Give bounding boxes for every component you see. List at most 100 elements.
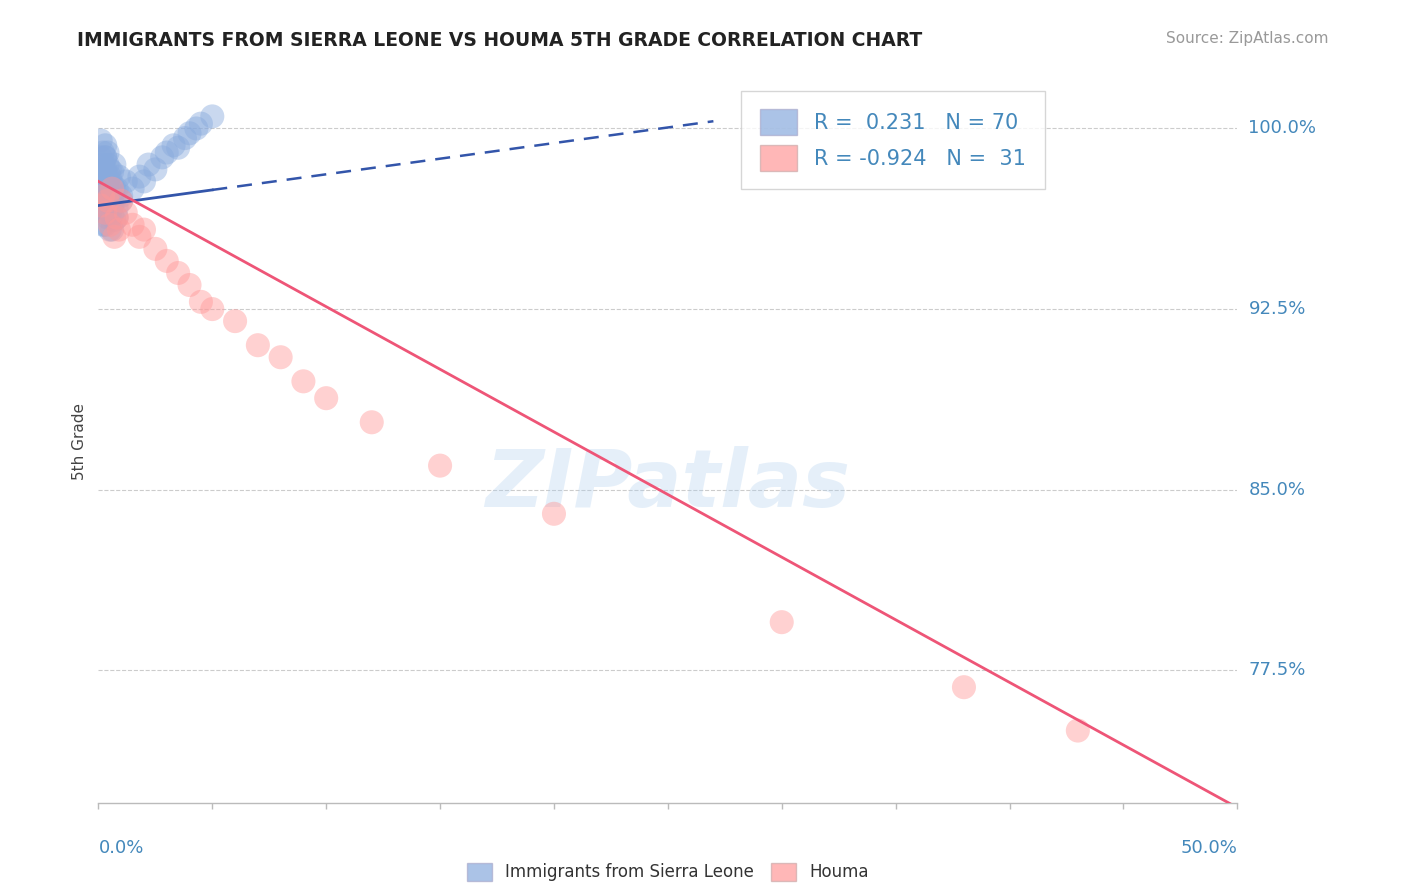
Point [174, 131, 197, 145]
Point [110, 194, 132, 208]
Text: 92.5%: 92.5% [1249, 300, 1306, 318]
Point [94, 205, 117, 219]
Point [91, 182, 114, 196]
Point [543, 507, 565, 521]
Point [101, 177, 124, 191]
Point [91, 158, 114, 172]
Point [96, 174, 118, 188]
Point [98, 218, 121, 232]
Point [96, 158, 118, 172]
Point [128, 169, 150, 184]
Point [91, 218, 114, 232]
Text: Source: ZipAtlas.com: Source: ZipAtlas.com [1166, 31, 1329, 46]
Point [201, 302, 224, 317]
Point [103, 158, 125, 172]
Point [429, 458, 451, 473]
Point [105, 182, 128, 196]
Text: 100.0%: 100.0% [1249, 120, 1316, 137]
Point [292, 375, 315, 389]
Point [201, 110, 224, 124]
Point [94, 162, 117, 177]
Legend: Immigrants from Sierra Leone, Houma: Immigrants from Sierra Leone, Houma [458, 855, 877, 890]
Point [110, 189, 132, 203]
Point [96, 145, 118, 160]
Point [94, 184, 117, 198]
Point [156, 254, 179, 268]
Point [94, 174, 117, 188]
Point [90, 150, 112, 164]
Point [114, 205, 136, 219]
Point [101, 165, 124, 179]
Point [105, 211, 128, 225]
Point [98, 222, 121, 236]
Point [91, 145, 114, 160]
Point [128, 230, 150, 244]
Point [121, 218, 143, 232]
Point [96, 211, 118, 225]
Point [246, 338, 269, 352]
Point [96, 186, 118, 201]
Point [224, 314, 246, 328]
Point [98, 169, 121, 184]
Point [98, 196, 121, 211]
Point [94, 205, 117, 219]
Point [105, 211, 128, 225]
Point [138, 158, 160, 172]
Point [145, 162, 167, 177]
Point [91, 201, 114, 215]
Point [360, 415, 382, 429]
Point [98, 182, 121, 196]
Point [162, 138, 184, 153]
Point [94, 150, 117, 164]
Point [101, 198, 124, 212]
Point [98, 205, 121, 219]
Text: 0.0%: 0.0% [98, 838, 143, 857]
Point [96, 194, 118, 208]
Point [94, 150, 117, 164]
Point [101, 182, 124, 196]
Point [270, 350, 292, 364]
Point [179, 126, 201, 140]
Point [91, 198, 114, 212]
Point [90, 169, 112, 184]
Point [114, 174, 136, 188]
Point [132, 222, 155, 236]
Point [186, 121, 208, 136]
Point [190, 117, 212, 131]
Point [101, 208, 124, 222]
Point [101, 222, 124, 236]
Point [121, 182, 143, 196]
Point [103, 182, 125, 196]
Point [190, 294, 212, 309]
Point [91, 165, 114, 179]
Point [145, 242, 167, 256]
Point [90, 198, 112, 212]
Text: ZIPatlas: ZIPatlas [485, 446, 851, 524]
Point [94, 194, 117, 208]
Point [90, 186, 112, 201]
Point [150, 150, 173, 164]
Point [90, 133, 112, 147]
Point [108, 169, 131, 184]
Point [167, 141, 190, 155]
Text: 77.5%: 77.5% [1249, 661, 1306, 680]
Point [94, 179, 117, 194]
Point [103, 230, 125, 244]
Text: 85.0%: 85.0% [1249, 481, 1305, 499]
Point [98, 189, 121, 203]
Point [103, 213, 125, 227]
Point [1067, 723, 1090, 738]
Point [953, 680, 976, 694]
Point [91, 174, 114, 188]
Point [96, 194, 118, 208]
Point [132, 174, 155, 188]
Text: 50.0%: 50.0% [1181, 838, 1237, 857]
Point [96, 169, 118, 184]
Y-axis label: 5th Grade: 5th Grade [72, 403, 87, 480]
Point [108, 222, 131, 236]
Point [179, 277, 201, 292]
Point [110, 194, 132, 208]
Point [98, 162, 121, 177]
Point [91, 189, 114, 203]
Point [94, 138, 117, 153]
